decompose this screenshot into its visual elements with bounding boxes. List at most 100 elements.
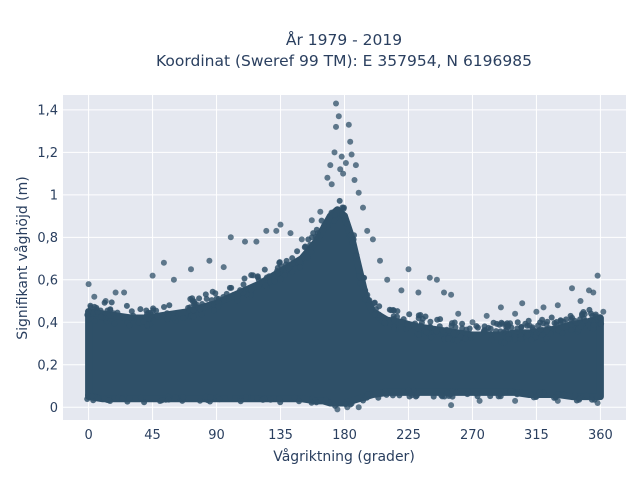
scatter-point-0 [85, 281, 92, 288]
edge-point [390, 307, 397, 314]
y-tick-label-3: 0,6 [37, 273, 58, 288]
edge-point [488, 336, 495, 343]
edge-point [248, 286, 255, 293]
scatter-point-33 [347, 138, 354, 145]
edge-point [119, 395, 126, 402]
edge-point [434, 316, 441, 323]
edge-point [576, 396, 583, 403]
y-tick-label-4: 0,8 [37, 231, 58, 246]
dense-point-cloud [84, 197, 605, 409]
edge-point [111, 320, 118, 327]
edge-point [497, 328, 504, 335]
scatter-point-46 [426, 274, 433, 281]
scatter-point-48 [441, 289, 447, 296]
scatter-point-35 [351, 177, 358, 183]
scatter-point-11 [227, 234, 234, 241]
edge-point [281, 272, 288, 278]
scatter-point-39 [364, 227, 371, 234]
scatter-point-34 [348, 151, 355, 158]
edge-point [322, 396, 329, 403]
edge-point [105, 397, 112, 404]
x-tick-label-1: 45 [144, 428, 161, 443]
edge-point [400, 388, 407, 395]
edge-point [555, 327, 562, 334]
edge-point [241, 275, 248, 282]
scatter-point-40 [369, 236, 376, 243]
edge-point [158, 397, 165, 404]
edge-point [430, 393, 437, 400]
edge-point [110, 310, 117, 317]
edge-point [104, 307, 111, 314]
scatter-point-41 [377, 257, 383, 264]
edge-point [211, 307, 217, 314]
edge-point [296, 258, 303, 265]
scatter-point-15 [273, 227, 280, 234]
edge-point [567, 312, 574, 319]
edge-point [128, 308, 135, 315]
edge-point [285, 265, 292, 272]
edge-point [237, 398, 244, 405]
x-tick-label-4: 180 [332, 428, 357, 443]
edge-point [276, 396, 283, 402]
edge-point [514, 319, 521, 326]
edge-point [308, 399, 315, 406]
edge-point [123, 302, 130, 309]
edge-point [202, 393, 209, 400]
edge-point [228, 284, 235, 291]
scatter-point-31 [342, 160, 349, 166]
edge-point [216, 396, 223, 403]
edge-point [589, 396, 595, 403]
scatter-point-2 [102, 298, 109, 304]
edge-point [474, 393, 481, 400]
scatter-point-14 [263, 227, 270, 234]
edge-point [543, 335, 550, 342]
edge-point [504, 324, 511, 331]
edge-point [301, 244, 308, 251]
edge-point [259, 396, 266, 403]
edge-point [530, 326, 537, 333]
edge-point [568, 327, 575, 333]
edge-point [243, 394, 249, 401]
edge-point [262, 282, 269, 289]
edge-point [126, 322, 133, 329]
scatter-point-6 [160, 259, 167, 266]
scatter-point-22 [327, 162, 334, 169]
edge-point [190, 307, 197, 314]
edge-point [381, 319, 388, 326]
edge-point [294, 248, 301, 255]
edge-point [91, 318, 98, 324]
edge-point [154, 313, 161, 320]
edge-point [351, 232, 357, 239]
edge-point [572, 392, 578, 399]
edge-point [553, 319, 560, 325]
edge-point [271, 278, 278, 285]
edge-point [487, 325, 494, 332]
edge-point [512, 336, 518, 343]
edge-point [198, 311, 205, 318]
scatter-point-32 [345, 121, 352, 128]
edge-point [292, 265, 299, 272]
scatter-point-45 [415, 289, 422, 296]
edge-point [321, 222, 327, 229]
scatter-point-51 [469, 319, 476, 326]
edge-point [291, 394, 298, 401]
edge-point [417, 312, 424, 318]
y-axis-label: Signifikant våghöjd (m) [14, 176, 31, 339]
scatter-point-66 [344, 404, 351, 411]
edge-point [331, 217, 338, 224]
x-axis-ticks: 0 45 90 135 180 225 270 315 360 [84, 428, 612, 443]
edge-point [366, 297, 373, 304]
edge-point [336, 197, 343, 204]
edge-point [559, 330, 566, 336]
edge-point [361, 296, 368, 303]
edge-point [571, 317, 578, 324]
edge-point [313, 399, 320, 406]
scatter-point-18 [298, 236, 305, 243]
edge-point [98, 313, 104, 320]
x-axis-label: Vågriktning (grader) [273, 448, 415, 465]
scatter-point-65 [334, 406, 341, 413]
x-tick-label-3: 135 [268, 428, 293, 443]
scatter-point-16 [277, 221, 284, 228]
edge-point [453, 389, 460, 396]
edge-point [357, 280, 364, 287]
